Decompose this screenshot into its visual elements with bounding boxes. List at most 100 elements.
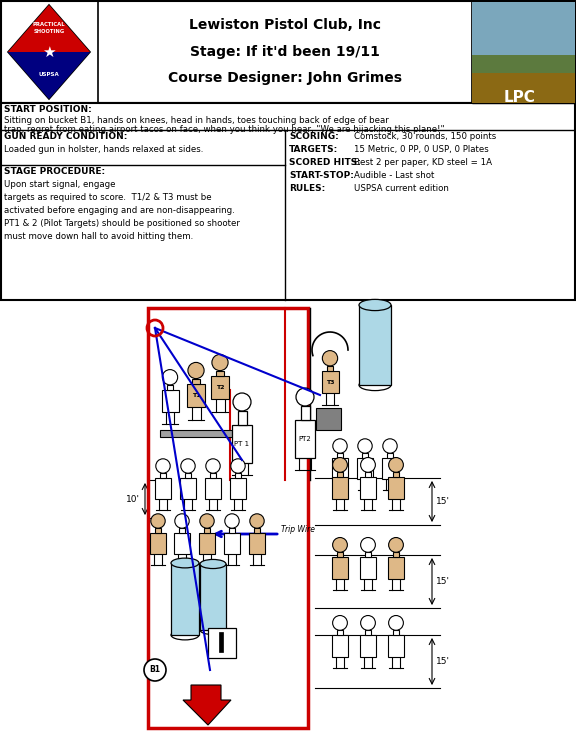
Bar [160, 430, 245, 437]
Text: Upon start signal, engage: Upon start signal, engage [4, 180, 116, 189]
Polygon shape [8, 52, 90, 99]
Bar [161, 390, 179, 412]
Circle shape [296, 388, 314, 406]
Bar [150, 533, 166, 554]
Bar [332, 477, 348, 498]
Circle shape [250, 514, 264, 528]
Circle shape [389, 615, 403, 631]
Circle shape [162, 370, 177, 385]
Bar [1, 1, 575, 103]
Ellipse shape [171, 630, 199, 640]
Bar [219, 632, 223, 652]
Circle shape [175, 514, 189, 528]
Bar [211, 376, 229, 399]
Bar [155, 528, 161, 533]
Bar [249, 533, 265, 554]
Bar [360, 477, 376, 498]
Bar [237, 411, 247, 425]
Circle shape [361, 615, 376, 631]
Bar [180, 478, 196, 499]
Bar [332, 458, 348, 479]
Bar [174, 533, 190, 554]
Bar [148, 308, 308, 728]
Text: STAGE PROCEDURE:: STAGE PROCEDURE: [4, 167, 105, 176]
Circle shape [383, 438, 397, 453]
Circle shape [332, 457, 347, 472]
Text: USPSA: USPSA [39, 73, 59, 78]
Bar [388, 635, 404, 656]
Bar [365, 553, 372, 557]
Text: Lewiston Pistol Club, Inc: Lewiston Pistol Club, Inc [189, 18, 381, 32]
Text: Comstock, 30 rounds, 150 points: Comstock, 30 rounds, 150 points [354, 132, 497, 141]
Bar [224, 533, 240, 554]
Text: Loaded gun in holster, hands relaxed at sides.: Loaded gun in holster, hands relaxed at … [4, 145, 203, 154]
Text: 10': 10' [126, 494, 140, 503]
Polygon shape [8, 5, 90, 99]
Bar [235, 473, 241, 478]
Bar [155, 478, 171, 499]
Circle shape [206, 459, 220, 473]
Bar [199, 533, 215, 554]
Text: START-STOP:: START-STOP: [289, 171, 354, 180]
Bar [192, 379, 200, 384]
Bar [166, 385, 173, 390]
Circle shape [361, 538, 376, 553]
Bar [295, 420, 315, 458]
Text: RULES:: RULES: [289, 184, 325, 193]
Bar [393, 553, 399, 557]
Circle shape [231, 459, 245, 473]
Circle shape [333, 438, 347, 453]
Bar [160, 473, 166, 478]
Bar [230, 478, 246, 499]
Circle shape [332, 538, 347, 553]
Text: TARGETS:: TARGETS: [289, 145, 338, 154]
Circle shape [151, 514, 165, 528]
Bar [365, 631, 372, 635]
Text: T3: T3 [326, 380, 334, 385]
Circle shape [389, 538, 403, 553]
Bar [337, 553, 343, 557]
Bar [1, 103, 575, 300]
Circle shape [181, 459, 195, 473]
Bar [205, 478, 221, 499]
Bar [200, 564, 226, 630]
Text: targets as required to score.  T1/2 & T3 must be: targets as required to score. T1/2 & T3 … [4, 193, 211, 202]
Text: ★: ★ [42, 45, 56, 60]
Text: Sitting on bucket B1, hands on knees, head in hands, toes touching back of edge : Sitting on bucket B1, hands on knees, he… [4, 116, 389, 125]
Bar [360, 557, 376, 578]
Text: T1: T1 [192, 393, 200, 398]
Bar [171, 563, 199, 635]
Circle shape [225, 514, 239, 528]
Polygon shape [8, 5, 90, 52]
Bar [327, 366, 334, 371]
Bar [365, 472, 372, 477]
Circle shape [389, 457, 403, 472]
Text: Stage: If it'd been 19/11: Stage: If it'd been 19/11 [190, 45, 380, 59]
Bar [388, 557, 404, 578]
Bar [254, 528, 260, 533]
Circle shape [144, 659, 166, 681]
Circle shape [188, 362, 204, 379]
Bar [179, 528, 185, 533]
Ellipse shape [200, 625, 226, 634]
Bar [472, 73, 575, 103]
Text: 15': 15' [436, 497, 450, 506]
Circle shape [200, 514, 214, 528]
Text: Course Designer: John Grimes: Course Designer: John Grimes [168, 71, 402, 85]
Bar [204, 528, 210, 533]
Ellipse shape [359, 299, 391, 311]
Bar [472, 55, 575, 73]
Bar [332, 557, 348, 578]
Bar [388, 477, 404, 498]
Text: PT2: PT2 [298, 436, 312, 442]
Bar [337, 472, 343, 477]
Text: GUN READY CONDITION:: GUN READY CONDITION: [4, 132, 127, 141]
Bar [337, 631, 343, 635]
Bar [359, 305, 391, 385]
Text: LPC: LPC [504, 89, 536, 104]
Circle shape [212, 355, 228, 370]
Text: SCORING:: SCORING: [289, 132, 339, 141]
Text: trap, regret from eating airport tacos on face, when you think you hear, "We are: trap, regret from eating airport tacos o… [4, 125, 445, 134]
Text: T2: T2 [216, 386, 224, 390]
Circle shape [332, 615, 347, 631]
